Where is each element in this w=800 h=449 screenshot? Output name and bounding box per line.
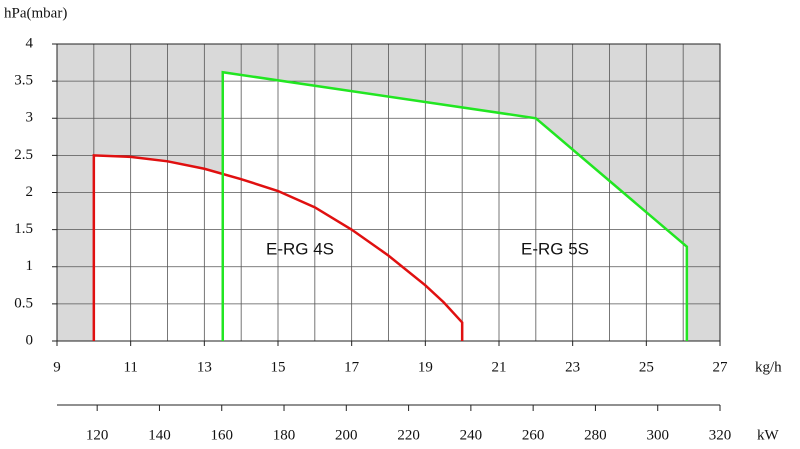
y-tick-label: 1.5 — [14, 221, 33, 237]
y-tick-label: 0 — [26, 332, 34, 348]
y-tick-label: 4 — [26, 35, 34, 51]
y-tick-label: 3.5 — [14, 73, 33, 89]
x2-tick-label: 240 — [460, 427, 483, 443]
x2-tick-label: 260 — [522, 427, 545, 443]
x2-tick-label: 220 — [397, 427, 420, 443]
x-tick-label: 21 — [492, 359, 507, 375]
x2-tick-label: 180 — [273, 427, 296, 443]
x-axis-label: kg/h — [755, 359, 782, 375]
x-tick-label: 27 — [713, 359, 729, 375]
working-area — [222, 72, 687, 341]
x-tick-label: 25 — [639, 359, 654, 375]
x-tick-label: 17 — [344, 359, 360, 375]
x2-tick-label: 120 — [86, 427, 109, 443]
x-tick-label: 19 — [418, 359, 433, 375]
y-tick-label: 3 — [26, 110, 34, 126]
x-tick-label: 11 — [123, 359, 137, 375]
series-label: E-RG 5S — [521, 239, 589, 258]
x2-tick-label: 280 — [584, 427, 607, 443]
series-label: E-RG 4S — [266, 239, 334, 258]
series-line — [92, 154, 464, 341]
x-tick-label: 9 — [53, 359, 61, 375]
y-tick-label: 0.5 — [14, 295, 33, 311]
x2-axis-label: kW — [757, 427, 780, 443]
y-tick-label: 2.5 — [14, 147, 33, 163]
x2-tick-label: 160 — [210, 427, 233, 443]
x2-tick-label: 200 — [335, 427, 358, 443]
y-tick-label: 2 — [26, 184, 34, 200]
x2-tick-label: 320 — [709, 427, 732, 443]
y-axis-label: hPa(mbar) — [4, 5, 67, 21]
series-line — [221, 70, 689, 341]
x2-tick-label: 300 — [646, 427, 669, 443]
y-tick-label: 1 — [26, 258, 34, 274]
x-tick-label: 15 — [271, 359, 286, 375]
x2-tick-label: 140 — [148, 427, 171, 443]
x-tick-label: 23 — [565, 359, 580, 375]
x-tick-label: 13 — [197, 359, 212, 375]
